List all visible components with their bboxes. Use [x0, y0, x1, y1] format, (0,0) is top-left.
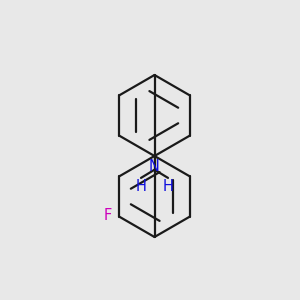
Text: H: H: [163, 179, 173, 194]
Text: N: N: [149, 159, 160, 174]
Text: F: F: [104, 208, 112, 223]
Text: H: H: [136, 179, 146, 194]
